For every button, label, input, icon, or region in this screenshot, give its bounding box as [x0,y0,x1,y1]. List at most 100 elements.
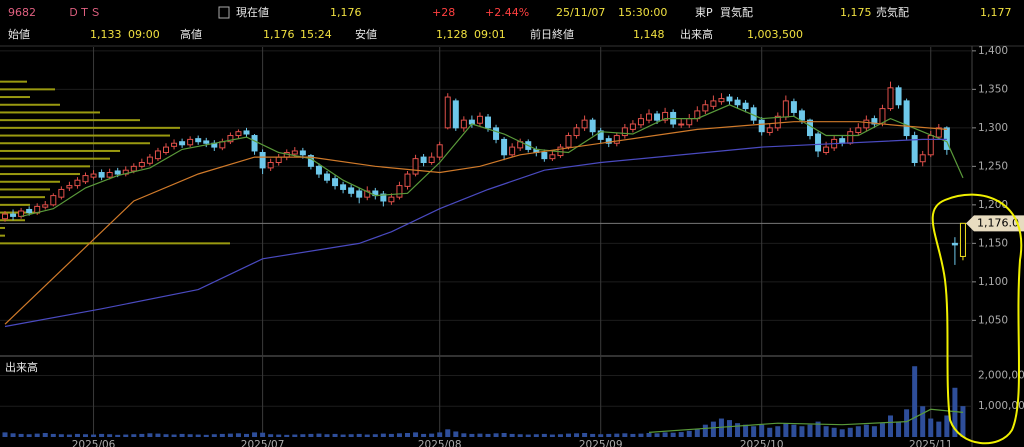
candle-body [654,113,661,121]
candle-body [291,150,298,155]
volume-bar [960,406,966,437]
y-tick-label: 1,250 [978,160,1008,172]
candle-body [839,138,846,144]
candle-body [66,185,73,189]
label: 現在値 [236,6,269,19]
candle-body [782,100,789,118]
volume-profile-bar [0,242,230,245]
volume-bar [831,427,837,437]
volume-bar [525,434,531,437]
candle-body [710,100,717,107]
volume-bar [195,434,201,437]
candle-body [130,165,137,172]
label: 出来高 [680,27,713,41]
volume-bar [66,434,72,437]
volume-bar [131,434,137,437]
y-tick-label: 1,350 [978,83,1008,95]
candle-body [807,119,813,137]
value: 15:30:00 [618,6,667,19]
volume-profile-bar [0,188,50,191]
volume-bar [179,433,185,437]
ma-line [4,121,947,325]
volume-bar [815,421,821,437]
candle-body [10,213,17,217]
volume-bar [501,433,507,437]
volume-bar [388,433,394,437]
candle-body [243,130,250,135]
candle-body [412,158,419,175]
candle-body [235,131,242,137]
volume-bar [187,434,193,437]
volume-bar [566,433,571,437]
icon[interactable] [218,6,230,19]
volume-bar [115,434,121,437]
volume-bar [622,433,628,437]
volume-bar [396,433,402,437]
label: 安値 [355,27,377,41]
value: 09:01 [474,28,506,41]
volume-bar [300,434,306,437]
header: 9682 ＤＴＳ 現在値 1,176 +28 +2.44% 25/11/07 1… [8,5,1012,41]
value: 1,175 [840,6,872,19]
volume-bar [904,409,910,437]
candle-body [388,196,395,203]
candle-body [774,115,781,129]
candle-body [549,154,556,160]
volume-bar [574,433,580,437]
candle-body [581,119,588,129]
candle-body [299,150,306,156]
volume-bar [775,426,781,437]
volume-bar [74,433,80,437]
volume-bar [252,432,258,437]
candle-body [621,127,628,137]
candle-body [646,113,652,121]
candle-body [613,135,620,144]
volume-bar [203,434,209,437]
candle-body [195,138,202,143]
volume-profile-bar [0,180,60,183]
candle-body [114,170,121,175]
volume-bar [50,433,56,437]
volume-bar [727,420,732,437]
candle-body [42,204,49,208]
candle-body [911,135,918,164]
candle-body [951,242,958,246]
volume-bar [598,434,604,437]
volume-bar [26,434,32,437]
candle-body [662,111,669,121]
candle-body [428,156,435,164]
candle-body [927,135,934,156]
volume-profile-bar [0,80,27,83]
panel-label: 出来高 [5,360,38,374]
y-tick-label: 1,400 [978,45,1008,57]
candle-body [855,127,862,133]
volume-bar [630,433,636,437]
volume-bar [83,434,88,437]
volume-bar [356,433,362,437]
volume-bar [662,432,668,437]
volume-bar [791,424,797,437]
volume-bar [871,426,877,437]
candle-body [887,87,894,110]
volume-bar [654,433,660,437]
volume-bar [42,433,48,437]
code: 9682 [8,6,36,19]
annotation-circle [931,193,1023,445]
volume-bar [767,427,773,437]
candle-body [565,135,572,148]
volume-bar [855,426,861,437]
candle-body [171,142,178,147]
x-tick-label: 2025/11 [909,439,953,447]
volume-profile-bar [0,103,60,106]
label: 東P [695,6,713,19]
candle-body [501,138,508,156]
volume-profile-bar [0,157,110,160]
volume-bar [445,429,451,437]
volume-bar [743,424,749,437]
volume-bar [847,427,853,437]
volume-bar [147,433,153,437]
y-tick-label: 1,300 [978,122,1008,134]
volume-bar [340,434,346,437]
plot: 1,0501,1001,1501,2001,2501,3001,3501,400… [0,45,1024,447]
